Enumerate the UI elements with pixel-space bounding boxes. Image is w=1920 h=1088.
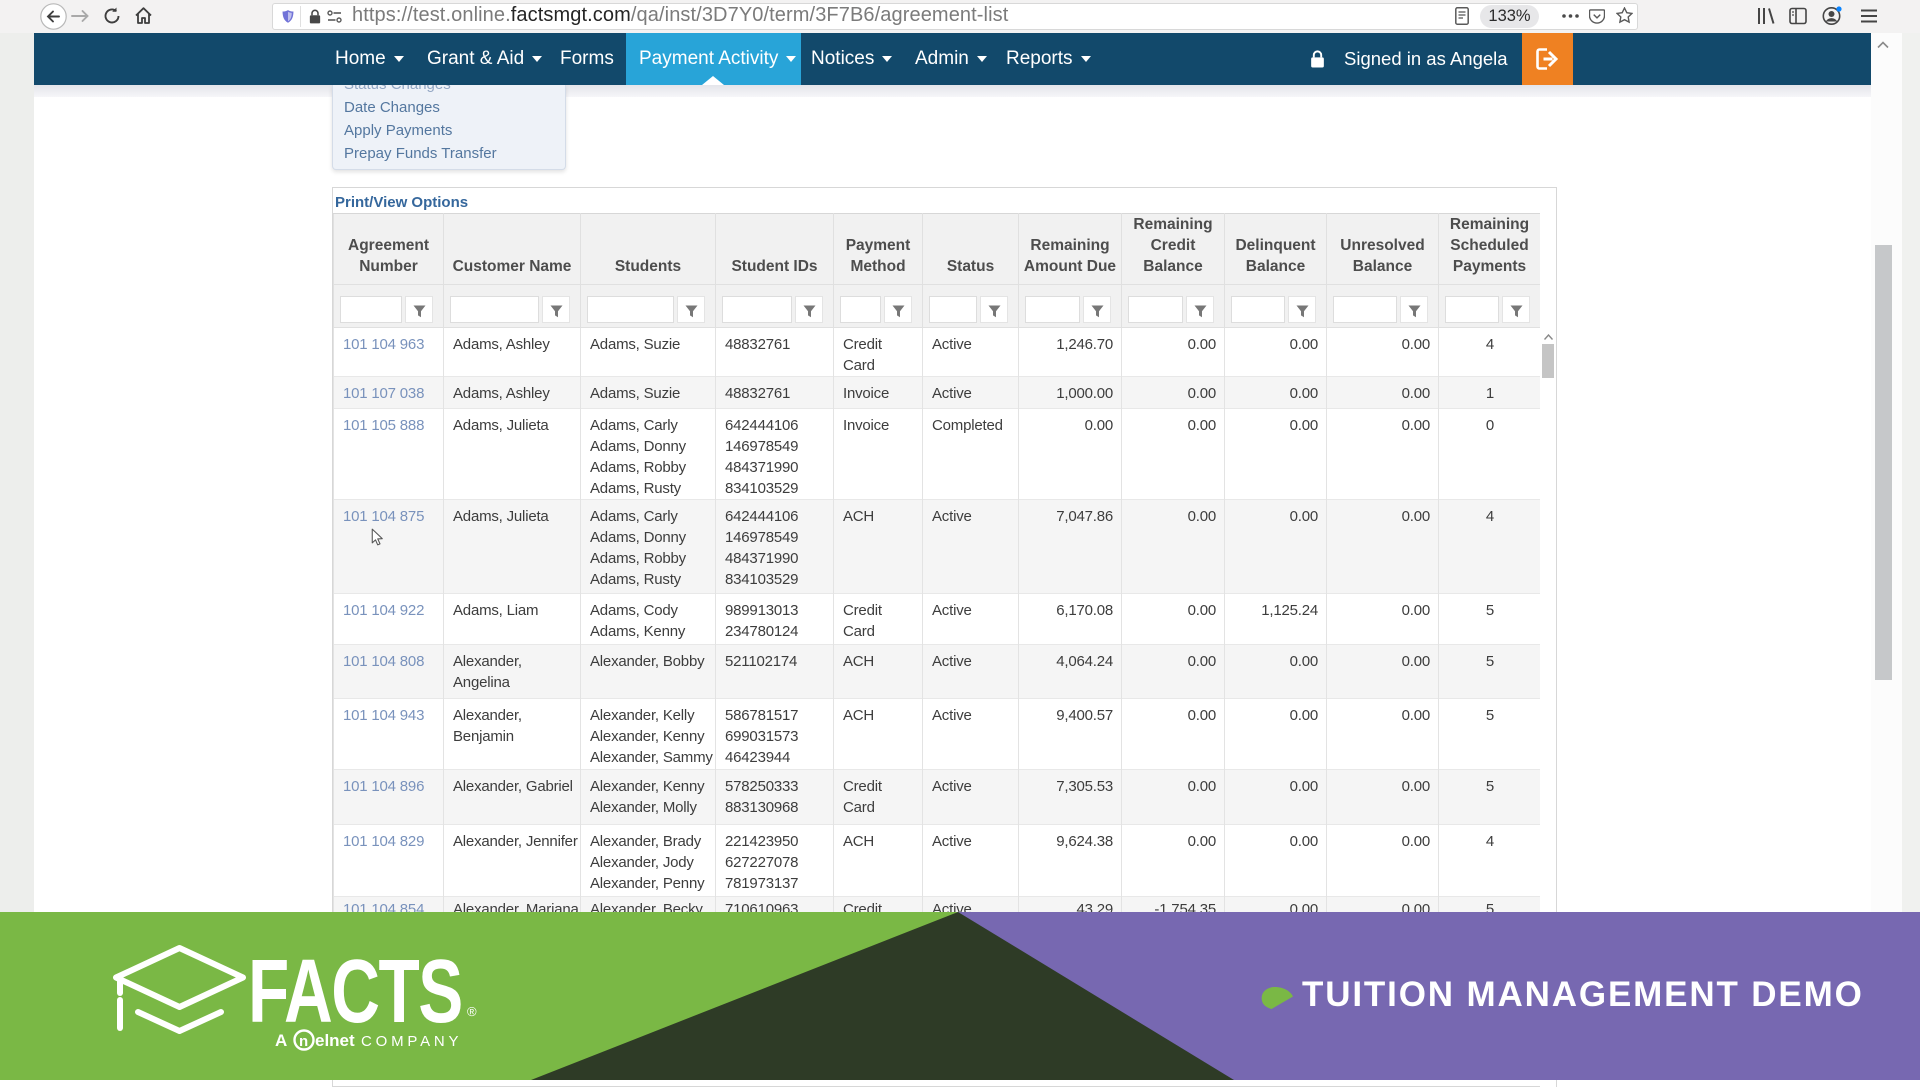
svg-text:A: A: [275, 1031, 287, 1050]
svg-text:FACTS: FACTS: [248, 941, 462, 1042]
svg-text:n: n: [299, 1033, 308, 1050]
svg-text:®: ®: [467, 1004, 477, 1019]
svg-text:COMPANY: COMPANY: [361, 1033, 462, 1050]
svg-text:elnet: elnet: [315, 1031, 355, 1050]
